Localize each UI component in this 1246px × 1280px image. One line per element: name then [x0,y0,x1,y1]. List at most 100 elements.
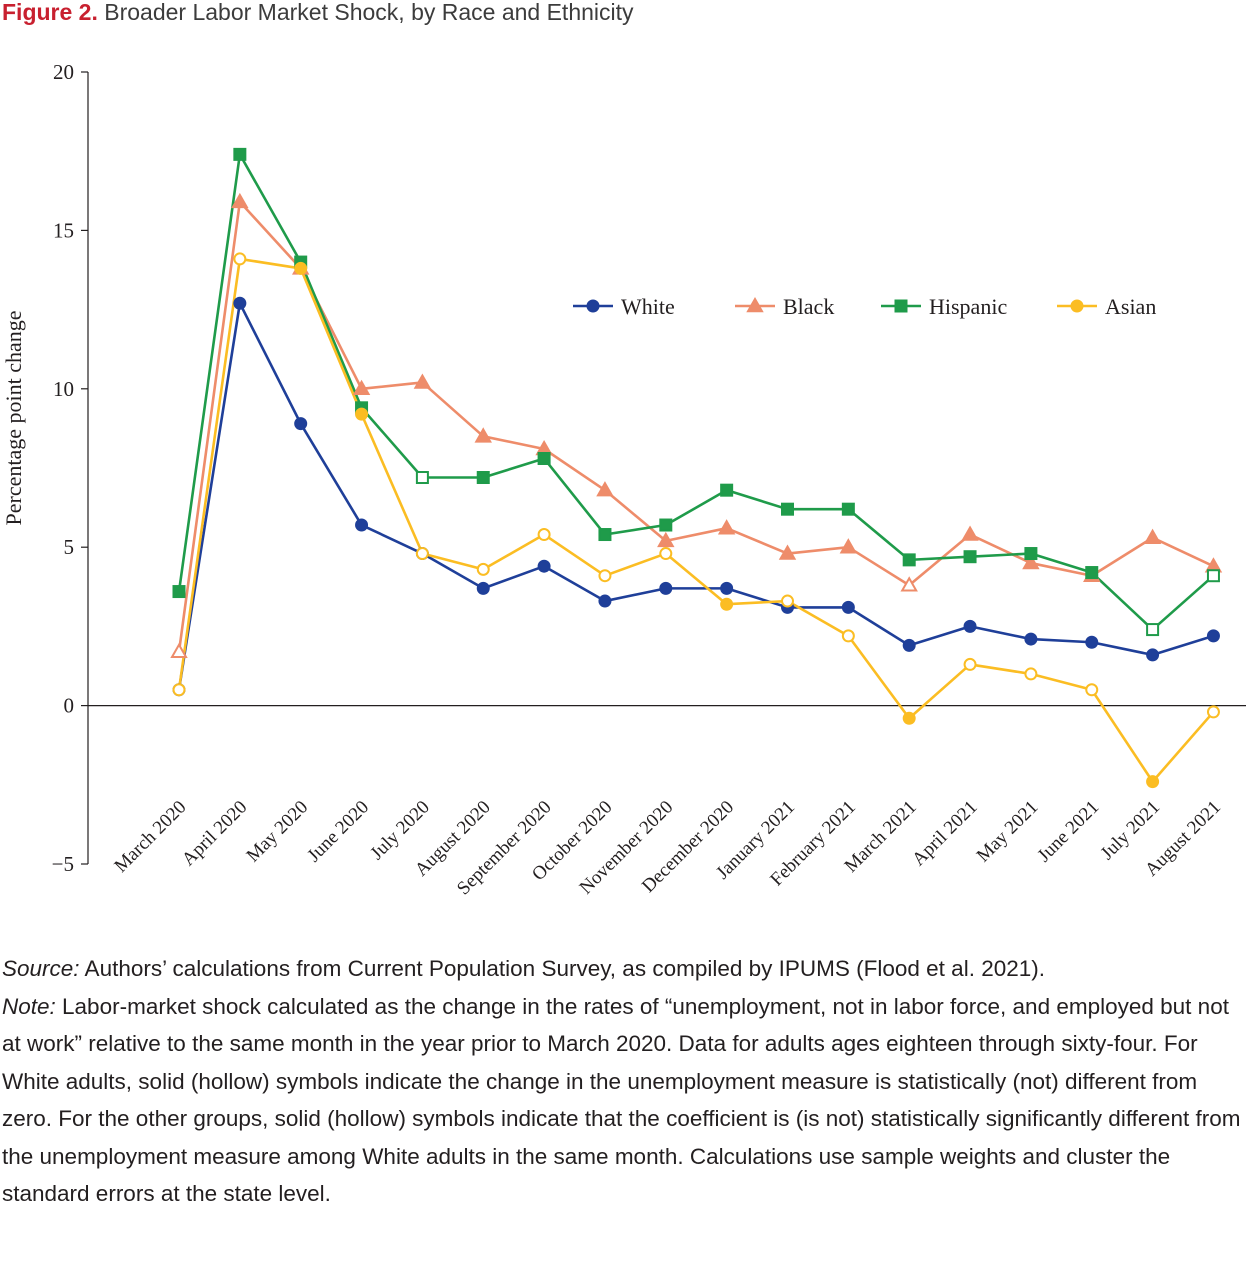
legend-marker-white [586,299,600,313]
data-point-white [476,581,490,595]
note-label: Note: [2,993,56,1019]
data-point-hispanic [841,502,855,516]
data-point-hispanic [476,471,490,485]
source-label: Source: [2,956,80,981]
method-note: Note: Labor-market shock calculated as t… [2,988,1242,1213]
data-point-hispanic [1024,547,1038,561]
data-point-black [170,642,188,658]
data-point-white [1206,629,1220,643]
series-line-hispanic [177,153,1215,631]
legend: White Black Hispanic Asian [573,294,1156,319]
data-point-asian [720,597,734,611]
data-point-black [231,192,249,209]
data-point-white [294,417,308,431]
series-points-black [170,192,1223,658]
legend-marker-asian [1070,299,1084,313]
x-tick-label: May 2021 [973,797,1043,867]
y-tick-label: 20 [53,60,74,84]
data-point-white [902,638,916,652]
note-text: Labor-market shock calculated as the cha… [2,993,1241,1207]
y-tick-label: 15 [53,218,74,242]
data-point-white [598,594,612,608]
data-point-white [659,581,673,595]
data-point-asian [537,528,551,542]
data-point-black [1143,528,1162,544]
data-point-black [717,519,736,535]
data-point-hispanic [233,147,247,161]
data-point-white [1024,632,1038,646]
y-axis-label: Percentage point change [1,310,26,525]
data-point-black [352,379,371,396]
data-point-asian [1206,705,1220,719]
y-tick-label: 5 [64,535,75,559]
data-point-white [1146,648,1160,662]
data-point-asian [355,407,369,421]
y-tick-label: 10 [53,377,74,401]
y-tick-label: −5 [52,852,74,876]
data-point-hispanic [172,585,186,599]
legend-label-hispanic: Hispanic [929,294,1007,319]
source-text: Authors’ calculations from Current Popul… [79,956,1045,981]
legend-label-black: Black [783,294,834,319]
data-point-asian [1024,667,1038,681]
x-tick-label: April 2020 [178,797,251,870]
data-point-asian [1085,683,1099,697]
data-point-hispanic [598,528,612,542]
y-tick-label: 0 [64,694,75,718]
data-point-asian [781,594,794,608]
data-point-asian [1146,775,1160,789]
data-point-black [778,544,797,560]
data-point-white [963,619,977,633]
x-tick-label: May 2020 [243,797,313,867]
data-point-asian [659,547,673,561]
line-chart: −5 0 5 10 15 20 Percentage point change March 2… [1,60,1246,899]
data-point-asian [841,629,855,643]
data-point-hispanic [537,451,551,465]
data-point-white [1085,635,1099,649]
data-point-hispanic [720,483,734,497]
figure-title: Figure 2. Broader Labor Market Shock, by… [2,0,634,26]
source-note: Source: Authors’ calculations from Curre… [2,950,1242,988]
data-point-hispanic [415,471,429,485]
x-tick-label: April 2021 [908,797,981,870]
legend-label-asian: Asian [1105,294,1156,319]
data-point-hispanic [781,502,794,516]
data-point-black [474,427,492,443]
x-tick-label: June 2020 [303,797,373,867]
data-point-black [839,538,858,554]
data-point-black [596,481,614,497]
data-point-asian [294,261,308,275]
data-point-asian [476,562,490,576]
figure-number: Figure 2. [2,0,98,25]
data-point-white [537,559,551,573]
data-point-asian [415,547,429,561]
x-tick-label: March 2020 [110,797,190,877]
series-points-white [172,296,1220,697]
legend-marker-hispanic [894,299,908,313]
data-point-hispanic [963,550,977,564]
series-line-asian [177,257,1215,783]
data-point-asian [598,569,612,583]
data-point-black [900,576,918,592]
data-point-hispanic [1085,566,1099,580]
series-line-black [177,200,1215,652]
data-point-hispanic [902,553,916,567]
figure-notes: Source: Authors’ calculations from Curre… [2,950,1242,1213]
x-tick-label: June 2021 [1034,797,1104,867]
figure-title-text: Broader Labor Market Shock, by Race and … [104,0,634,25]
data-point-asian [963,657,977,671]
data-point-black [413,373,432,389]
data-point-asian [233,252,247,266]
data-point-hispanic [1146,623,1160,637]
series-points-asian [172,252,1220,789]
series-line-white [177,301,1214,690]
data-point-white [233,296,247,310]
data-point-black [1022,554,1040,570]
data-point-white [841,600,855,614]
data-point-black [657,531,675,548]
legend-label-white: White [621,294,675,319]
data-point-hispanic [1206,569,1220,583]
data-point-asian [172,683,186,697]
data-point-black [961,525,979,541]
data-point-white [355,518,369,532]
